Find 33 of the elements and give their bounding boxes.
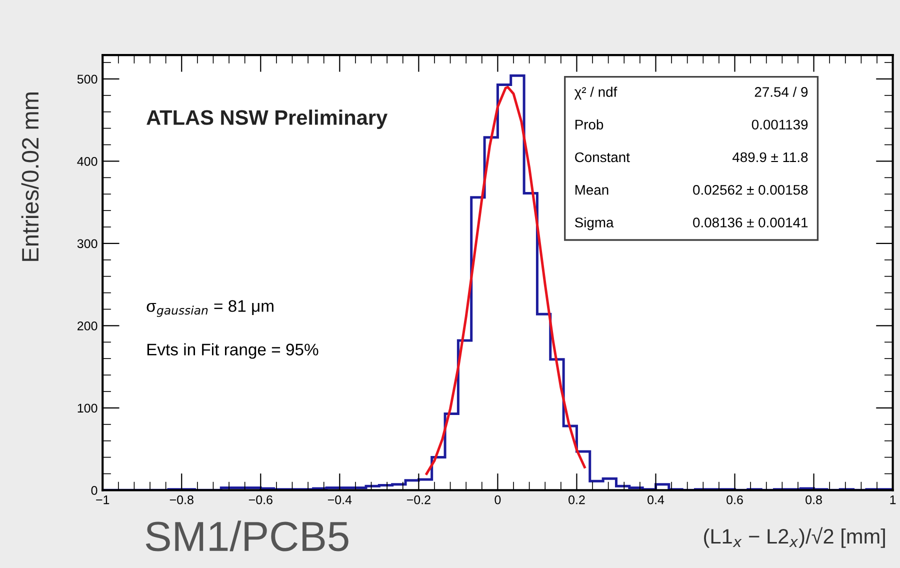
annotation: ATLAS NSW Preliminary [146, 110, 388, 130]
x-tick-label: 0.8 [806, 495, 822, 504]
x-tick-label: −0.2 [406, 495, 430, 504]
x-tick-label: −0.4 [328, 495, 352, 504]
annotation: Prob [575, 119, 604, 130]
y-tick-label: 400 [77, 156, 98, 166]
annotation: Constant [575, 152, 630, 162]
text: SM1/PCB5 [146, 520, 348, 552]
y-tick-label: 0 [91, 486, 98, 495]
annotation: 0.02562 ± 0.00158 [693, 184, 808, 195]
y-axis-title: Entries/0.02 mm [21, 92, 39, 261]
annotation: 489.9 ± 11.8 [732, 152, 808, 162]
annotation: σ$_{gaussian}$ = 81 μm [146, 300, 274, 317]
annotation: 0.001139 [752, 120, 808, 130]
x-tick-label: 0.4 [648, 495, 664, 504]
annotation: χ² / ndf [574, 86, 618, 100]
x-tick-label: 0.2 [568, 495, 585, 504]
x-tick-label: 0 [494, 495, 501, 504]
y-tick-label: 200 [78, 321, 98, 330]
y-tick-label: 300 [77, 239, 98, 248]
annotation: Mean [575, 185, 608, 195]
annotation: 27.54 / 9 [754, 86, 808, 97]
annotation: 0.08136 ± 0.00141 [693, 218, 808, 228]
x-tick-label: 1 [890, 496, 896, 504]
x-axis-title: (L1$_{x}$ − L2$_{x}$)/√2 [mm] [704, 527, 885, 548]
x-tick-label: −0.8 [170, 495, 194, 504]
x-tick-label: 0.6 [726, 495, 743, 504]
x-tick-label: −0.6 [248, 495, 272, 504]
annotation: Sigma [574, 217, 614, 230]
annotation: Evts in Fit range = 95% [147, 343, 318, 359]
x-tick-label: −1 [96, 496, 110, 504]
y-tick-label: 100 [78, 404, 98, 413]
y-tick-label: 500 [77, 74, 98, 84]
